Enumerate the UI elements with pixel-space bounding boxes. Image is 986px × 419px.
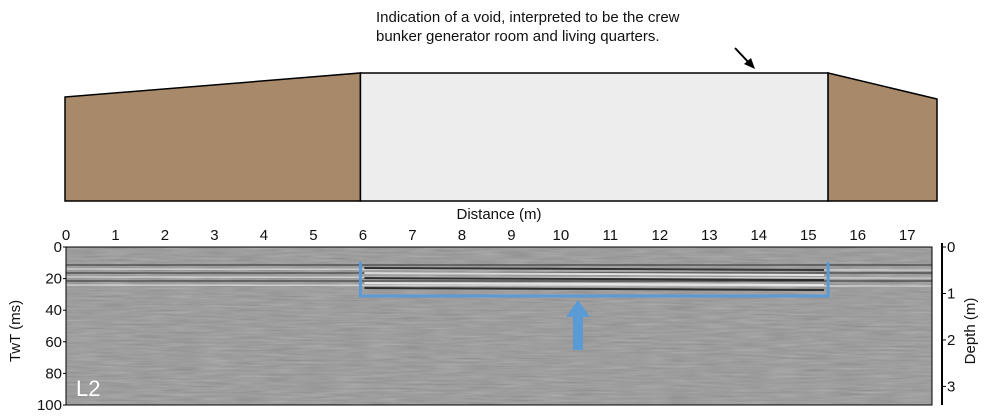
y2-tick-label: 3 (947, 378, 955, 395)
y-tick-label: 20 (45, 271, 62, 288)
x-tick-label: 11 (603, 227, 619, 244)
soil-left (65, 73, 360, 201)
x-tick-label: 10 (553, 227, 570, 244)
y2-tick-label: 0 (947, 239, 955, 256)
x-tick-label: 0 (62, 227, 70, 244)
x-tick-label: 14 (750, 227, 767, 244)
x-tick-label: 3 (210, 227, 218, 244)
y2-axis-label: Depth (m) (962, 298, 979, 365)
y2-tick-label: 2 (947, 332, 955, 349)
y-axis-label: TwT (ms) (7, 300, 24, 362)
figure-layer: Indication of a void, interpreted to be … (7, 9, 979, 414)
x-tick-label: 16 (849, 227, 866, 244)
x-tick-label: 2 (161, 227, 169, 244)
x-tick-label: 7 (408, 227, 416, 244)
x-tick-label: 17 (899, 227, 916, 244)
y-tick-label: 100 (37, 397, 62, 414)
soil-right (828, 73, 937, 201)
y2-tick-label: 1 (947, 285, 955, 302)
x-tick-label: 12 (651, 227, 668, 244)
void-room (360, 73, 828, 201)
x-tick-label: 8 (458, 227, 466, 244)
x-tick-label: 1 (111, 227, 119, 244)
x-axis-label: Distance (m) (456, 206, 541, 223)
x-tick-label: 4 (260, 227, 268, 244)
x-tick-label: 15 (800, 227, 817, 244)
x-tick-label: 13 (701, 227, 718, 244)
y-tick-label: 40 (45, 302, 62, 319)
x-tick-label: 9 (507, 227, 515, 244)
x-tick-label: 6 (359, 227, 367, 244)
profile-label: L2 (76, 376, 100, 401)
figure: Indication of a void, interpreted to be … (0, 0, 986, 414)
y-tick-label: 80 (45, 365, 62, 382)
annotation: Indication of a void, interpreted to be … (376, 9, 680, 26)
y-tick-label: 0 (54, 239, 62, 256)
y-tick-label: 60 (45, 334, 62, 351)
annotation: bunker generator room and living quarter… (376, 28, 660, 45)
blue-arrow-shaft (573, 315, 583, 350)
x-tick-label: 5 (309, 227, 317, 244)
